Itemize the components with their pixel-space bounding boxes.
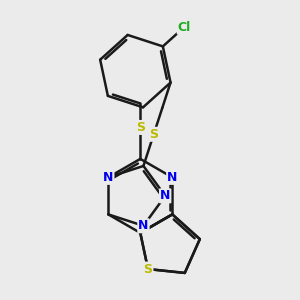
Text: S: S: [136, 121, 145, 134]
Text: S: S: [149, 128, 158, 141]
Text: S: S: [143, 262, 152, 276]
Text: Cl: Cl: [178, 21, 191, 34]
Text: N: N: [160, 189, 170, 203]
Text: N: N: [167, 171, 178, 184]
Text: N: N: [138, 219, 148, 232]
Text: N: N: [103, 171, 113, 184]
